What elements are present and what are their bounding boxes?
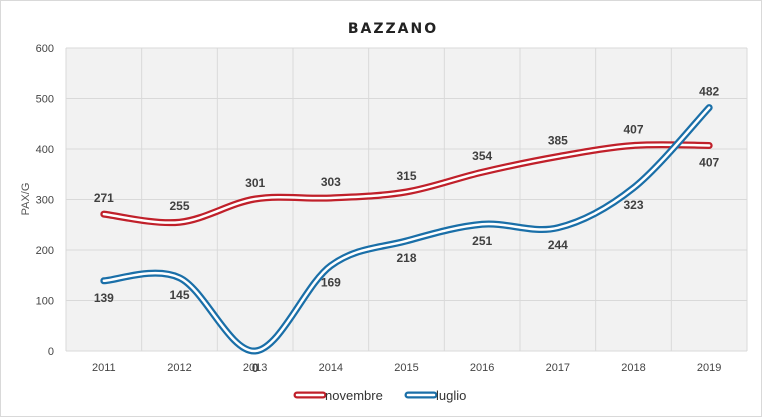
- legend-label-luglio: luglio: [436, 388, 466, 403]
- y-tick-label: 0: [48, 346, 54, 358]
- data-label: 255: [169, 199, 189, 213]
- series-lines: [100, 104, 713, 355]
- data-label: 244: [548, 238, 568, 252]
- data-labels: 271 255 301 303 315 354 385 407 407 139 145 0 169 218…: [94, 85, 720, 375]
- x-tick-label: 2013: [243, 362, 267, 374]
- y-tick-label: 300: [36, 195, 54, 207]
- series-line-inner-luglio: [102, 106, 711, 353]
- data-label: 301: [245, 176, 265, 190]
- x-tick-label: 2019: [697, 362, 721, 374]
- x-tick-label: 2017: [546, 362, 570, 374]
- chart-title: BAZZANO: [348, 21, 438, 37]
- data-label: 139: [94, 291, 114, 305]
- x-tick-label: 2012: [167, 362, 191, 374]
- data-label: 407: [699, 155, 719, 169]
- series-line-inner-novembre: [102, 143, 711, 224]
- data-label: 407: [623, 122, 643, 136]
- data-label: 354: [472, 149, 492, 163]
- x-tick-label: 2011: [92, 362, 116, 374]
- y-tick-label: 500: [36, 94, 54, 106]
- data-label: 271: [94, 191, 114, 205]
- legend-label-novembre: novembre: [325, 388, 383, 403]
- data-label: 482: [699, 85, 719, 99]
- data-label: 145: [169, 288, 189, 302]
- data-label: 323: [623, 198, 643, 212]
- data-label: 315: [396, 169, 416, 183]
- y-tick-label: 400: [36, 144, 54, 156]
- data-label: 0: [252, 361, 259, 375]
- plot-grid: [65, 47, 748, 352]
- y-tick-label: 600: [36, 43, 54, 55]
- legend: novembre luglio: [293, 388, 466, 403]
- data-label: 385: [548, 134, 568, 148]
- y-tick-label: 200: [36, 245, 54, 257]
- y-tick-label: 100: [36, 296, 54, 308]
- data-label: 169: [321, 276, 341, 290]
- data-label: 251: [472, 234, 492, 248]
- data-label: 218: [396, 251, 416, 265]
- x-tick-label: 2015: [394, 362, 418, 374]
- x-tick-label: 2018: [621, 362, 645, 374]
- x-tick-label: 2016: [470, 362, 494, 374]
- y-axis-label: PAX/G: [20, 183, 32, 216]
- data-label: 303: [321, 175, 341, 189]
- x-tick-label: 2014: [319, 362, 343, 374]
